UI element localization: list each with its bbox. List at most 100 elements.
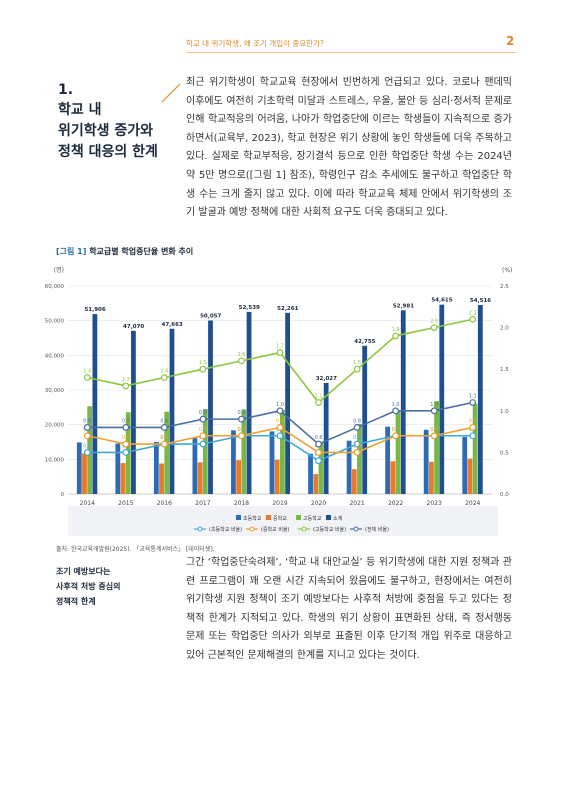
line-point — [430, 324, 438, 331]
bar-1 — [269, 431, 275, 494]
line-value-label: 0.7 — [237, 427, 245, 433]
total-value-label: 50,057 — [200, 313, 221, 319]
right-tick-label: 1.0 — [500, 409, 509, 415]
line-point — [199, 440, 207, 448]
legend-box — [68, 506, 498, 536]
line-point — [315, 399, 322, 406]
header-divider — [186, 52, 516, 53]
bar-2 — [120, 463, 126, 494]
line-value-label: 1.1 — [469, 393, 477, 399]
bar-2 — [197, 462, 203, 494]
line-value-label: 1.6 — [237, 352, 245, 358]
total-value-label: 52,539 — [239, 305, 260, 311]
line-point — [122, 424, 130, 431]
total-value-label: 32,027 — [316, 376, 337, 382]
line-point — [122, 440, 130, 448]
line-value-label: 1.4 — [83, 369, 91, 375]
bar-4 — [362, 345, 368, 494]
right-tick-label: 1.5 — [500, 367, 509, 373]
x-tick-label: 2020 — [311, 500, 326, 507]
line-value-label: 1.7 — [276, 344, 284, 350]
line-point — [160, 374, 168, 381]
total-value-label: 42,755 — [354, 339, 375, 345]
legend-bar-swatch — [326, 515, 331, 520]
line-value-label: 1.0 — [276, 402, 284, 408]
bar-1 — [346, 440, 352, 494]
legend-bar-swatch — [236, 515, 241, 520]
bar-4 — [439, 304, 445, 494]
line-value-label: 1.9 — [392, 327, 400, 333]
line-point — [199, 365, 207, 373]
line-point — [199, 432, 207, 440]
right-tick-label: 0.0 — [500, 492, 509, 498]
intro-paragraph: 최근 위기학생이 학교교육 현장에서 빈번하게 언급되고 있다. 코로나 팬데믹… — [186, 77, 512, 219]
legend-label: 소계 — [333, 515, 343, 522]
bar-2 — [313, 474, 319, 494]
line-value-label: 1.0 — [392, 402, 400, 408]
line-value-label: 0.9 — [237, 410, 245, 416]
running-header-title: 학교 내 위기학생, 왜 조기 개입이 중요한가? — [186, 39, 324, 48]
bar-4 — [92, 314, 98, 494]
line-point — [199, 415, 207, 423]
bar-3 — [202, 409, 208, 494]
right-tick-label: 2.5 — [500, 284, 509, 290]
left-tick-label: 20,000 — [45, 423, 65, 429]
line-value-label: 0.8 — [160, 418, 168, 424]
legend-label: (초등학교 비율) — [209, 526, 242, 533]
right-axis-unit: (%) — [502, 267, 512, 274]
bar-3 — [434, 401, 439, 494]
figure-title: 학교급별 학업중단율 변화 추이 — [89, 247, 194, 256]
line-point — [160, 440, 168, 448]
line-value-label: 1.5 — [353, 360, 361, 366]
section-title-line: 위기학생 증가와 — [58, 123, 154, 139]
line-point — [83, 374, 91, 381]
line-value-label: 0.6 — [160, 435, 168, 441]
legend-line-marker — [197, 526, 203, 532]
x-tick-label: 2017 — [195, 500, 210, 507]
legend-label: 초등학교 — [243, 515, 262, 522]
left-tick-label: 60,000 — [45, 284, 65, 290]
line-point — [469, 315, 477, 323]
bar-2 — [428, 461, 434, 494]
bar-4 — [208, 320, 213, 494]
legend-label: (전체 비율) — [365, 526, 389, 533]
line-value-label: 0.5 — [353, 443, 361, 449]
side-note-line: 조기 예방보다는 — [56, 567, 111, 576]
bar-2 — [390, 461, 396, 494]
x-tick-label: 2015 — [118, 500, 133, 507]
legend-line-marker — [249, 526, 255, 532]
line-value-label: 0.9 — [199, 410, 207, 416]
total-value-label: 54,516 — [470, 298, 491, 304]
bar-1 — [231, 430, 236, 494]
line-point — [392, 407, 400, 415]
bar-1 — [462, 436, 468, 494]
line-point — [122, 448, 130, 456]
line-value-label: 1.3 — [122, 377, 130, 383]
line-point — [83, 448, 91, 456]
line-point — [276, 432, 284, 440]
bar-1 — [308, 453, 313, 494]
line-value-label: 2.0 — [430, 319, 438, 325]
bar-2 — [82, 453, 87, 494]
left-axis-unit: (명) — [54, 266, 64, 274]
dropout-chart: (명) (%) 0 10,000 20,000 30,000 40,000 50,000 60,… — [45, 266, 512, 536]
bar-3 — [241, 409, 247, 494]
line-value-label: 1.0 — [430, 402, 438, 408]
line-point — [392, 332, 400, 340]
right-tick-label: 2.0 — [500, 326, 509, 332]
total-value-label: 51,906 — [84, 307, 105, 313]
x-tick-label: 2014 — [80, 500, 95, 507]
bar-3 — [472, 403, 478, 494]
total-value-label: 47,663 — [162, 322, 183, 328]
line-point — [392, 432, 400, 440]
bar-2 — [159, 463, 164, 494]
line-value-label: 0.8 — [122, 418, 130, 424]
line-value-label: 0.7 — [199, 427, 207, 433]
bar-1 — [423, 429, 429, 494]
line-point — [83, 432, 91, 440]
line-point — [469, 424, 477, 431]
line-point — [315, 440, 322, 448]
line-point — [238, 357, 245, 365]
side-note-line: 정책적 한계 — [56, 597, 96, 606]
line-value-label: 0.6 — [315, 435, 323, 441]
